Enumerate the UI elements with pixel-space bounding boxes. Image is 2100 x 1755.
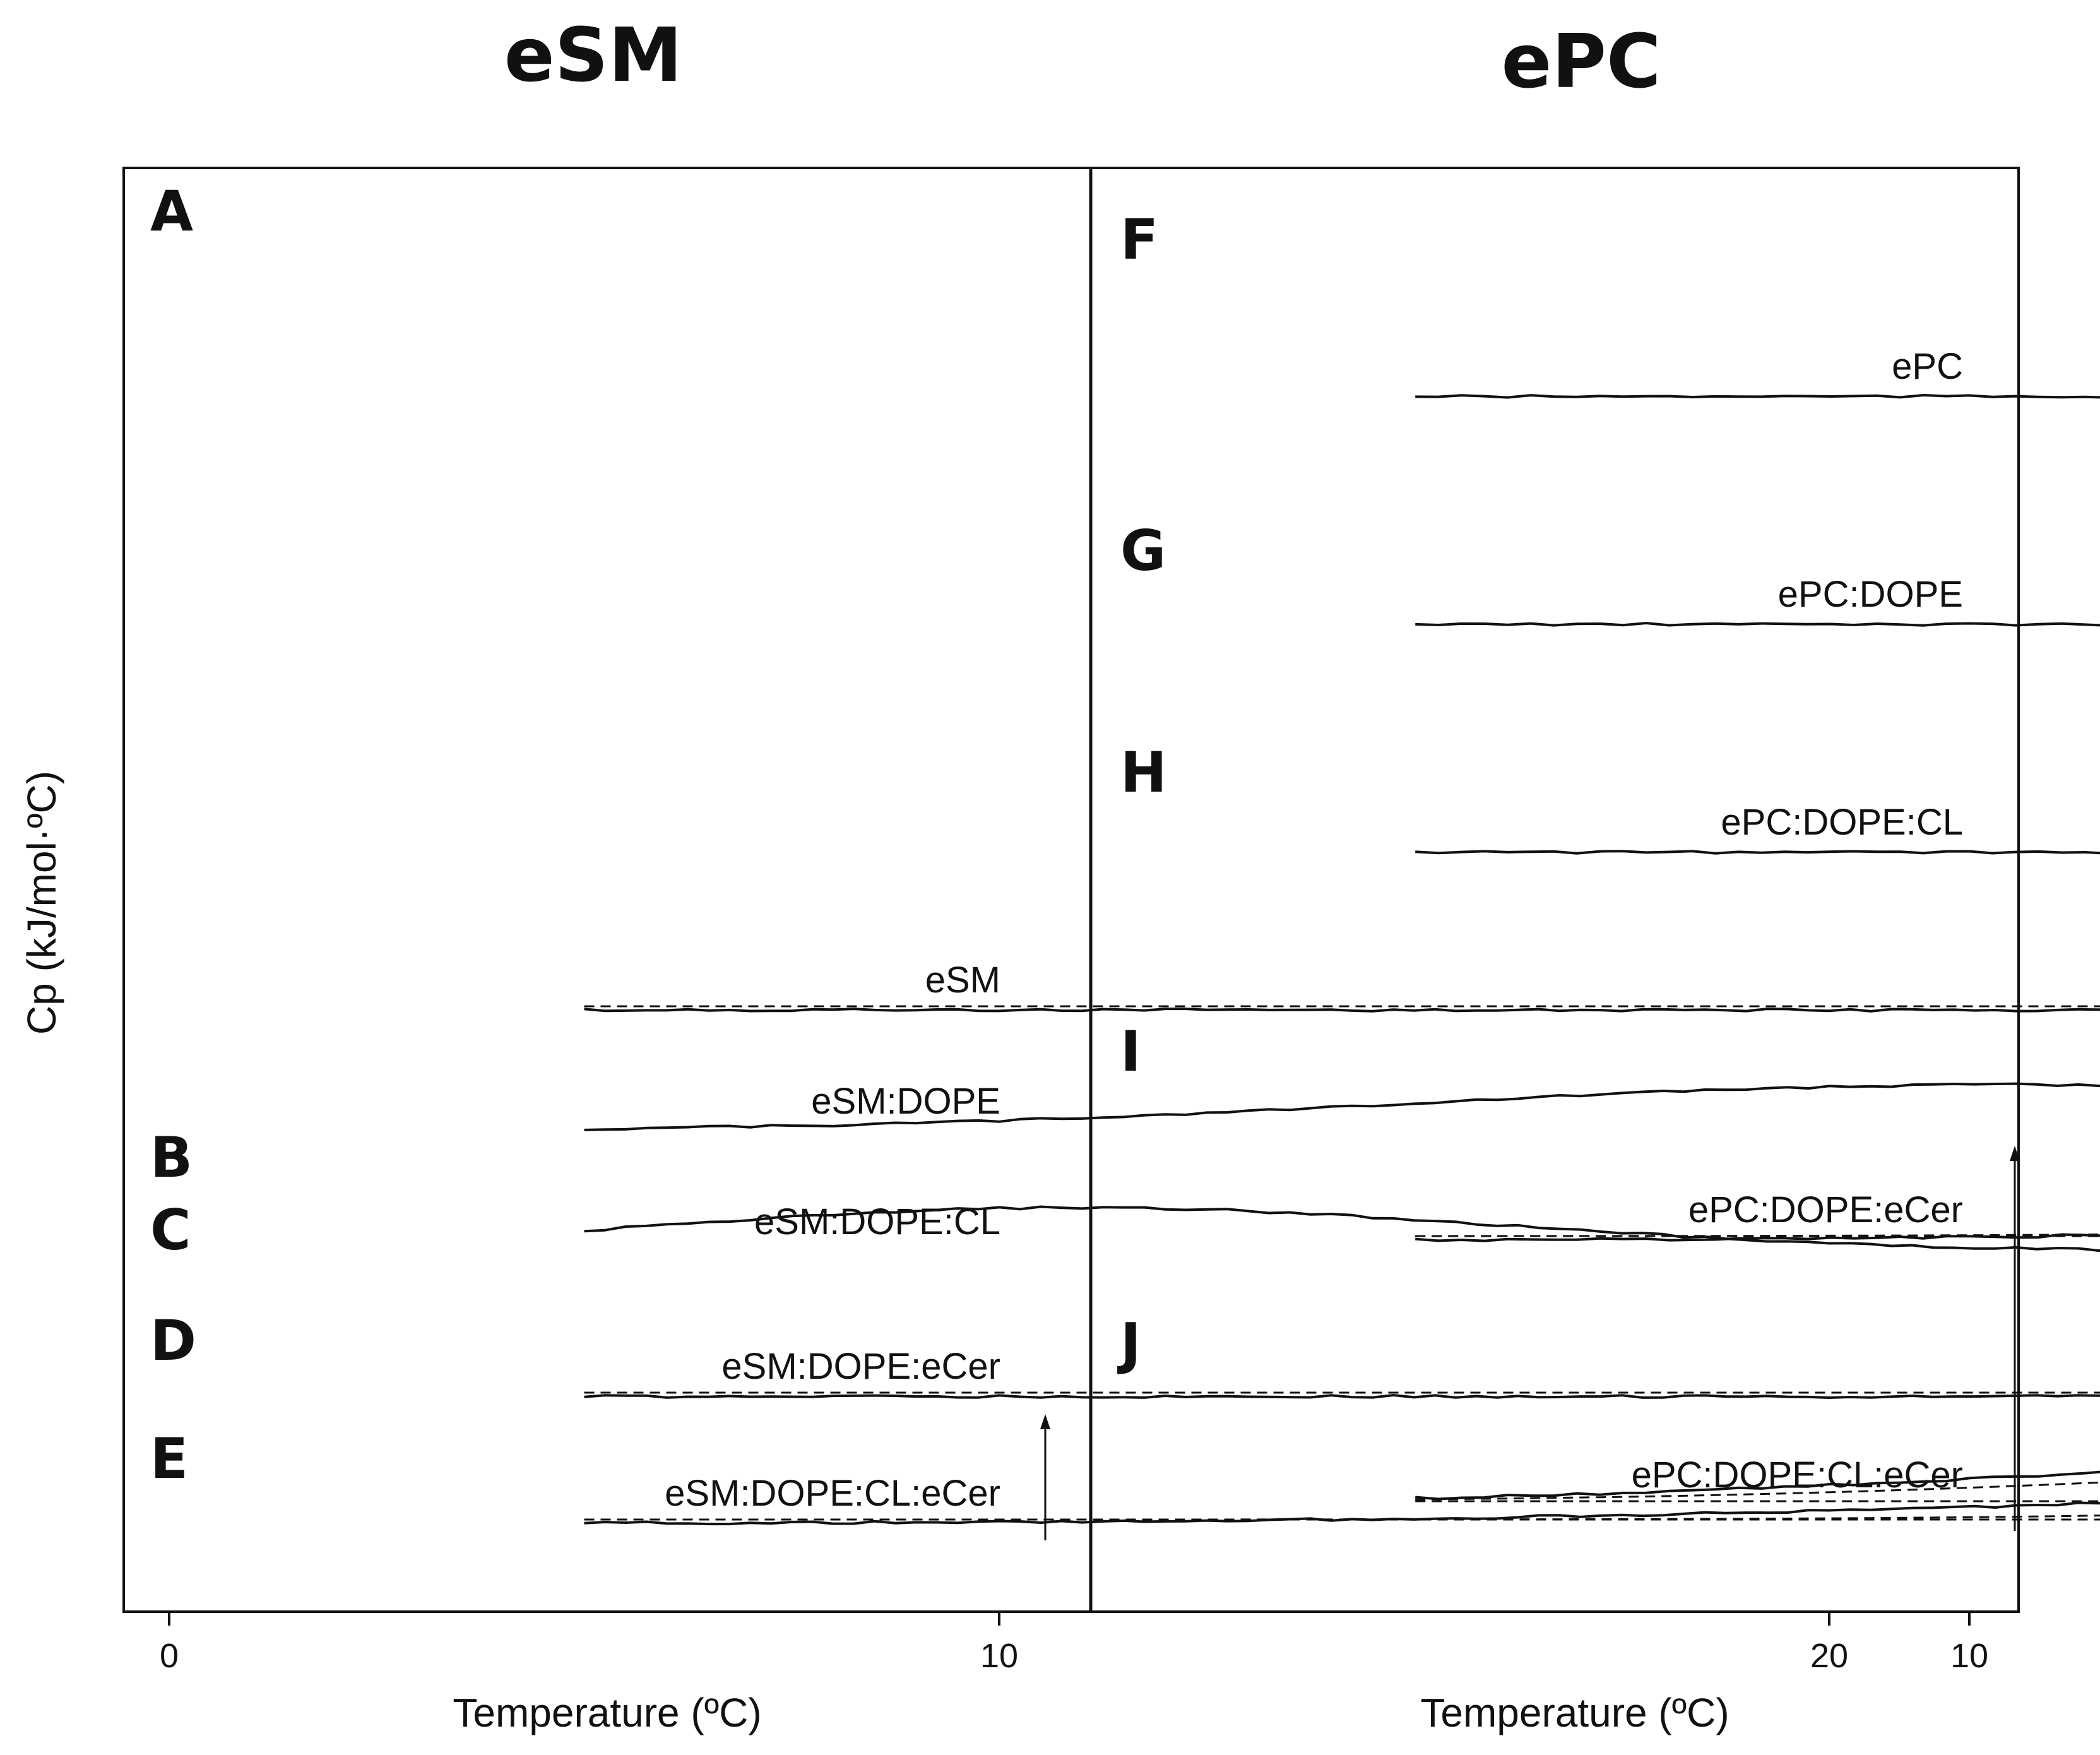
epc-panel: 102030405060708090100FePCGePC:DOPEHePC:D… (1117, 207, 2100, 1675)
trace-label: ePC:DOPE:CL:eCer (1632, 1455, 1963, 1496)
panel-letter: D (150, 1308, 196, 1373)
trace-label: eSM:DOPE:eCer (721, 1346, 1000, 1387)
panel-letter: G (1120, 518, 1166, 583)
trace-line (584, 1501, 2100, 1526)
trace-line (584, 1205, 2100, 1252)
panel-letter: H (1120, 740, 1167, 805)
plot-frame (122, 167, 2020, 1613)
panel-letter: C (150, 1198, 191, 1263)
trace-line (1415, 850, 2100, 855)
trace-label: ePC:DOPE:CL (1721, 802, 1963, 843)
trace-line (1415, 394, 2100, 399)
panel-letter: F (1120, 207, 1158, 272)
panel-title-epc: ePC (1501, 18, 1661, 105)
trace-line (584, 1008, 2100, 1013)
x-tick-label: 0 (160, 1637, 179, 1675)
trace-label: eSM:DOPE (811, 1081, 1000, 1122)
trace-label: eSM:DOPE:CL (754, 1201, 1000, 1242)
x-tick-label: 10 (980, 1637, 1018, 1675)
x-axis-title-right: Temperature (ºC) (1420, 1690, 1729, 1735)
y-axis-title: Cp (kJ/mol·ºC) (19, 771, 64, 1035)
fit-component (584, 1005, 2100, 1008)
x-axis-title-left: Temperature (ºC) (453, 1690, 761, 1735)
panel-title-esm: eSM (504, 11, 682, 98)
panel-letter: A (150, 179, 193, 244)
panel-letter: I (1120, 1019, 1141, 1084)
scale-arrow-head (2010, 1146, 2020, 1161)
trace-label: ePC:DOPE (1778, 574, 1963, 615)
trace-line (1415, 622, 2100, 627)
panel-letter: B (150, 1125, 193, 1190)
esm-panel: 0102030405060708090100AeSMBeSM:DOPECeSM:… (150, 179, 2100, 1675)
trace-label: eSM:DOPE:CL:eCer (665, 1473, 1000, 1514)
trace-label: ePC (1892, 346, 1963, 387)
trace-label: ePC:DOPE:eCer (1688, 1189, 1963, 1230)
panel-letter: E (150, 1426, 188, 1491)
x-tick-label: 10 (1950, 1637, 1988, 1675)
panel-letter: J (1117, 1311, 1141, 1376)
trace-line (584, 1082, 2100, 1131)
trace-line (584, 1394, 2100, 1399)
trace-label: eSM (925, 960, 1000, 1001)
x-tick-label: 20 (1810, 1637, 1848, 1675)
scale-arrow-head (1040, 1414, 1050, 1429)
